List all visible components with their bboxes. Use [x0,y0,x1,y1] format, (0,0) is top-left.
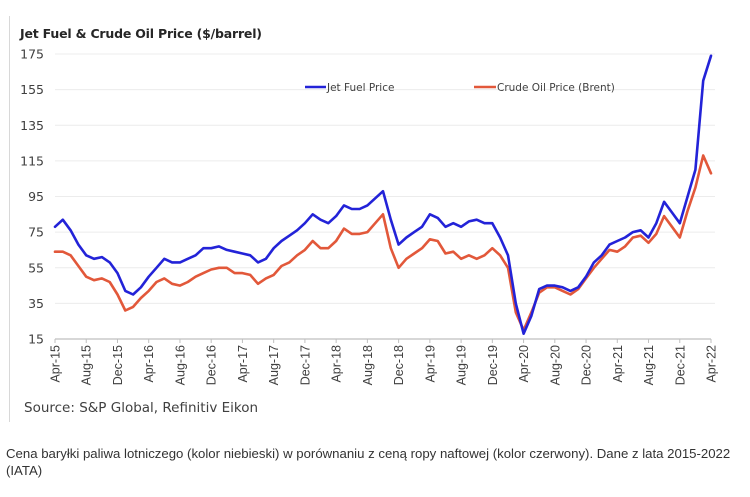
x-tick-label: Aug-18 [361,345,375,385]
legend: Jet Fuel Price Crude Oil Price (Brent) [305,82,615,94]
x-tick-label: Apr-15 [49,345,63,383]
y-tick-label: 75 [28,225,44,240]
series-lines [53,54,713,336]
y-tick-label: 175 [20,47,44,62]
chart-frame-border [9,16,10,422]
y-tick-label: 55 [28,260,44,275]
y-tick-label: 15 [28,332,44,347]
x-tick-label: Aug-16 [173,345,187,385]
series-line-crude-oil [53,154,713,332]
x-tick-label: Apr-18 [330,345,344,383]
legend-label-jet-fuel: Jet Fuel Price [326,82,394,94]
x-tick-label: Dec-21 [673,345,687,385]
chart-title: Jet Fuel & Crude Oil Price ($/barrel) [20,26,262,41]
x-tick-label: Dec-19 [486,345,500,385]
figure-caption: Cena baryłki paliwa lotniczego (kolor ni… [6,446,731,478]
x-axis: Apr-15 Aug-15 Dec-15 Apr-16 Aug-16 Dec-16 Apr-… [49,338,719,385]
x-tick-label: Apr-22 [705,345,719,383]
y-tick-label: 155 [20,82,44,97]
x-tick-label: Aug-20 [548,345,562,385]
y-tick-label: 95 [28,189,44,204]
x-tick-label: Apr-21 [611,345,625,383]
y-tick-label: 115 [20,153,44,168]
x-tick-label: Dec-15 [111,345,125,385]
legend-label-crude-oil: Crude Oil Price (Brent) [497,82,615,94]
x-tick-label: Dec-18 [392,345,406,385]
x-tick-label: Aug-15 [80,345,94,385]
x-tick-label: Dec-20 [580,345,594,385]
source-note: Source: S&P Global, Refinitiv Eikon [24,400,259,416]
x-tick-label: Apr-19 [423,345,437,383]
x-tick-label: Aug-19 [455,345,469,385]
x-tick-label: Aug-17 [267,345,281,385]
y-tick-label: 135 [20,118,44,133]
x-tick-label: Apr-20 [517,345,531,383]
line-chart: 175 155 135 115 95 75 55 35 15 Apr-15 Aug-15 Dec-1… [20,47,719,386]
y-axis-ticks: 175 155 135 115 95 75 55 35 15 [20,47,44,347]
series-line-jet-fuel [53,54,713,336]
y-tick-label: 35 [28,296,44,311]
x-tick-label: Apr-16 [142,345,156,383]
x-tick-label: Dec-17 [298,345,312,385]
x-tick-label: Apr-17 [236,345,250,383]
gridlines [55,53,715,304]
x-tick-label: Dec-16 [205,345,219,385]
x-tick-label: Aug-21 [642,345,656,385]
